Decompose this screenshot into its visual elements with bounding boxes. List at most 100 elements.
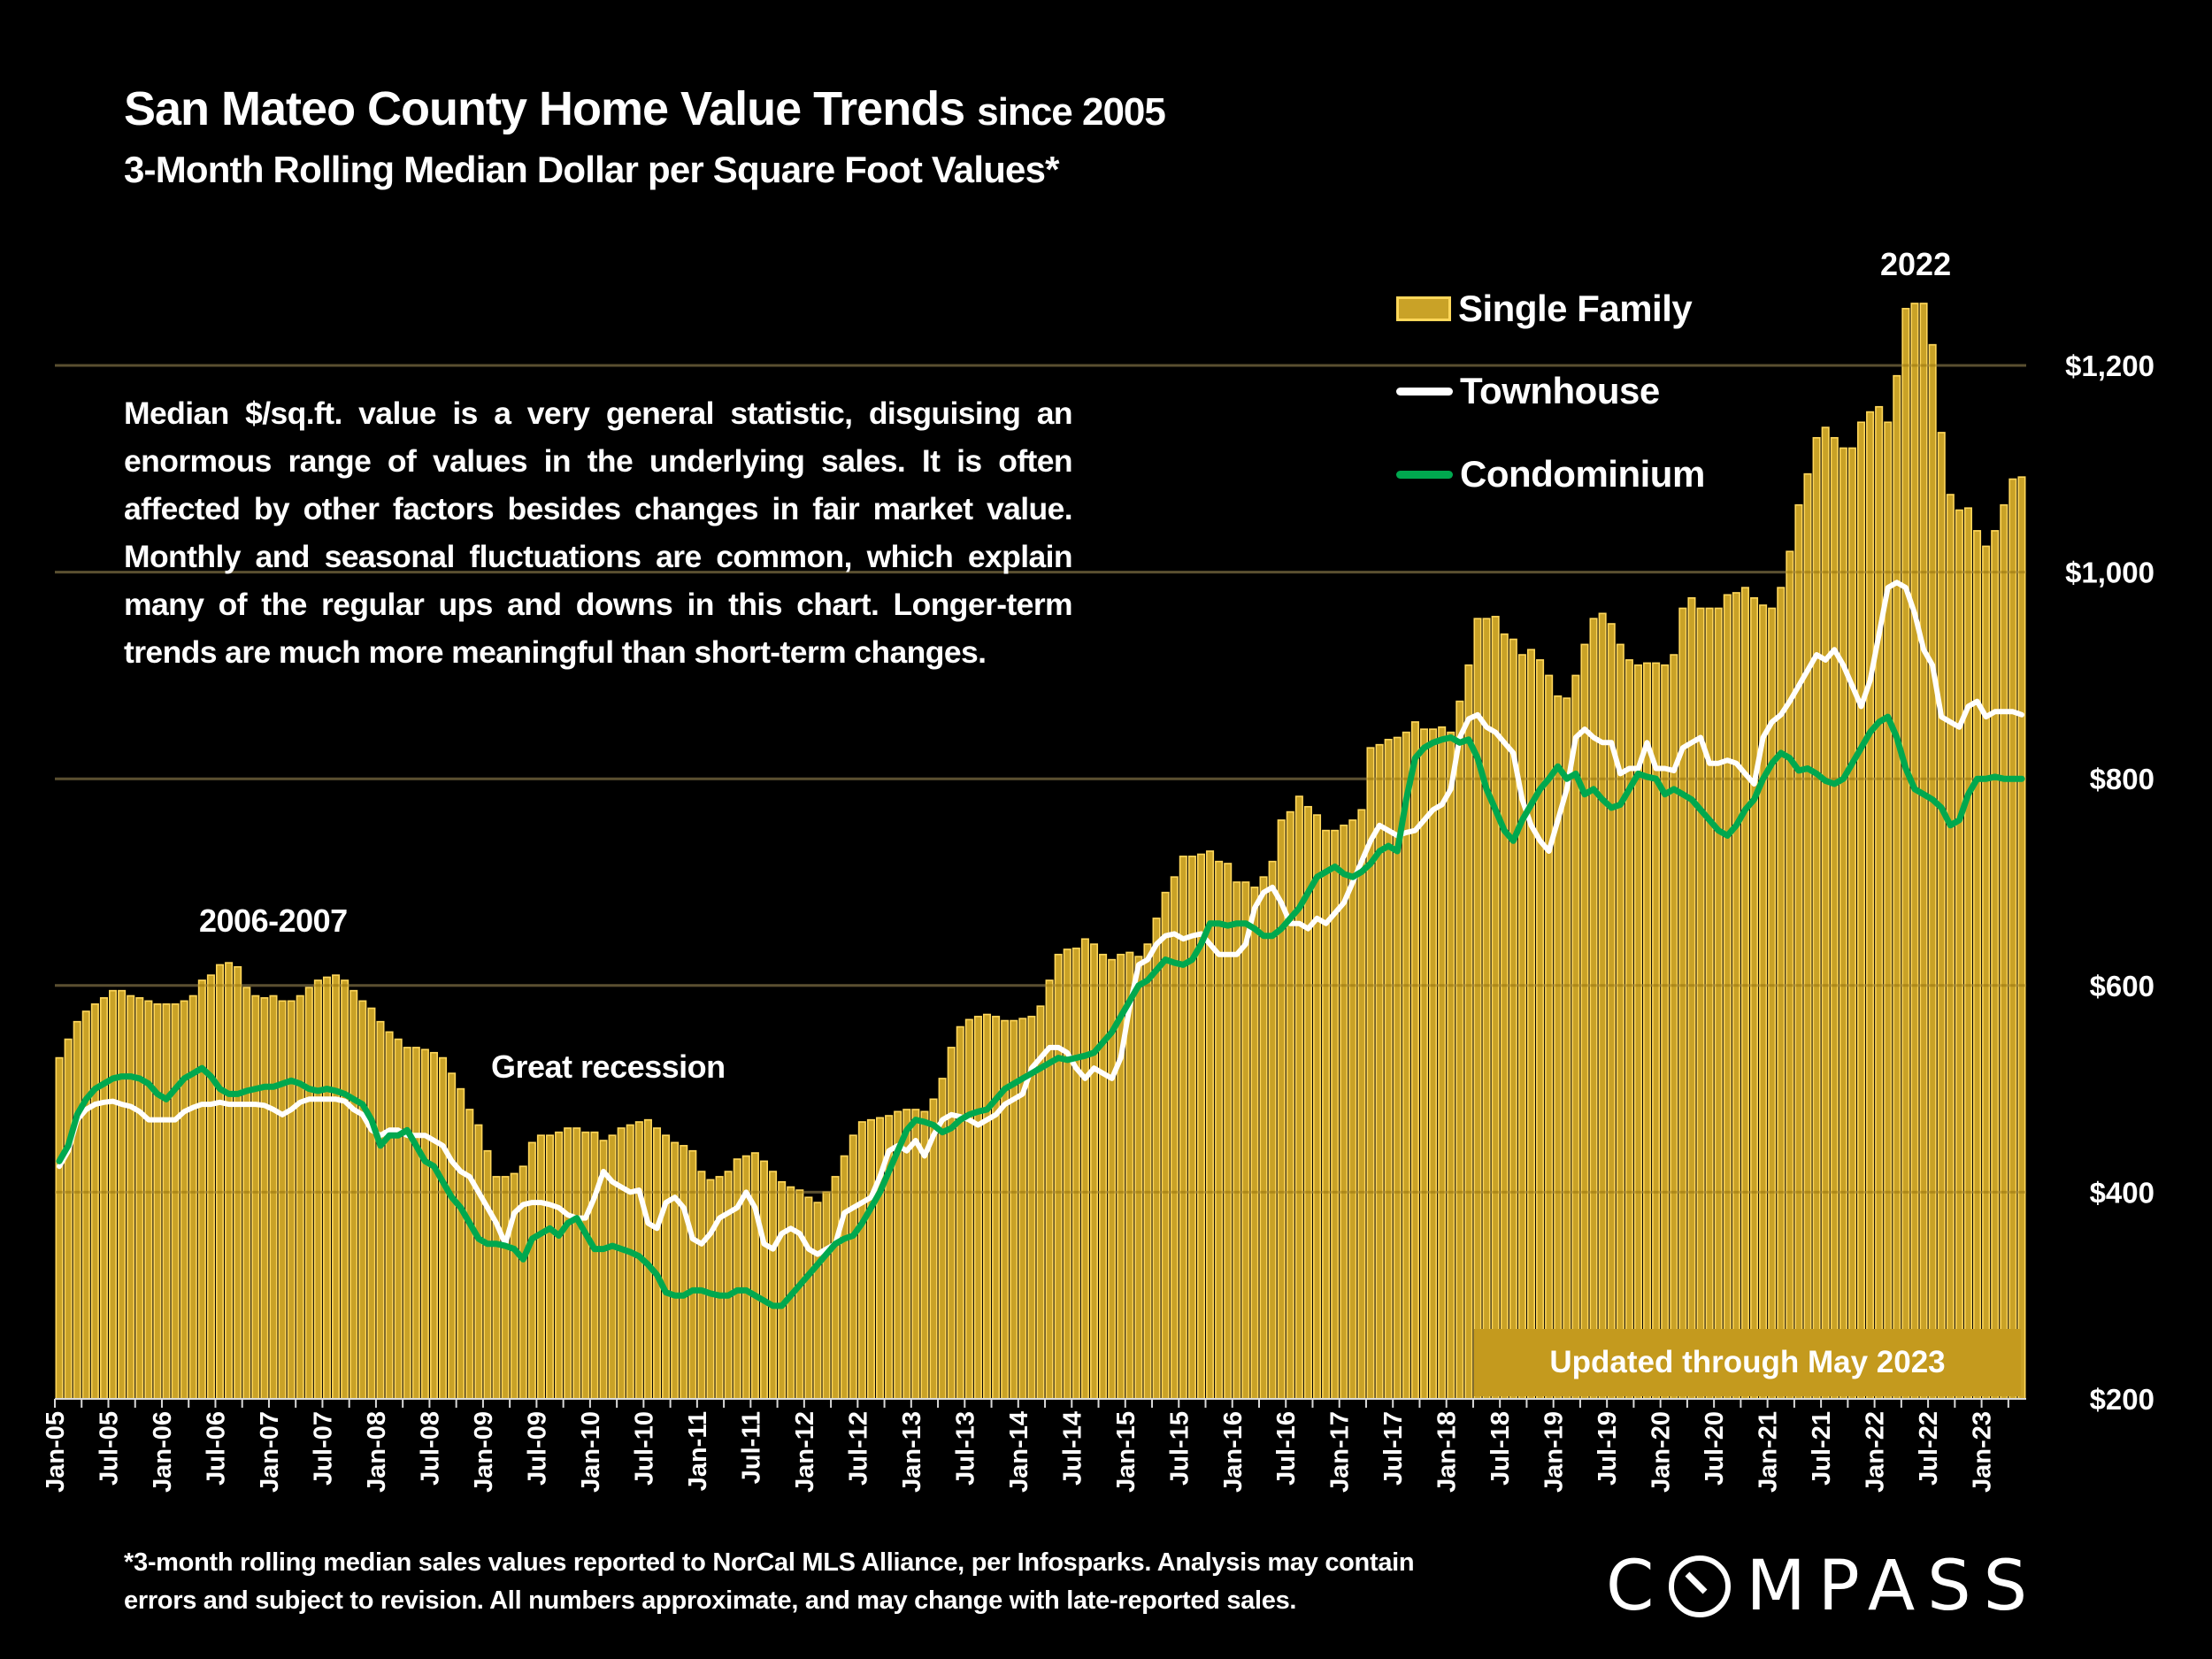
bar-single-family [1526, 649, 1536, 1400]
bar-single-family [1759, 604, 1768, 1400]
bar-single-family [866, 1118, 875, 1400]
chart-title: San Mateo County Home Value Trends since… [124, 81, 1166, 136]
bar-single-family [1901, 307, 1910, 1400]
bar-single-family [876, 1117, 885, 1400]
bar-single-family [403, 1047, 411, 1400]
bar-single-family [804, 1196, 813, 1400]
bar-single-family [982, 1013, 992, 1400]
bar-single-family [1473, 618, 1482, 1400]
legend-label: Condominium [1460, 453, 1705, 495]
bar-single-family [1517, 654, 1526, 1400]
bar-single-family [108, 989, 118, 1400]
series-lines [56, 580, 2025, 1310]
bar-single-family [81, 1010, 90, 1400]
bar-single-family [153, 1003, 162, 1400]
bar-single-family [1884, 421, 1893, 1400]
bar-single-family [697, 1171, 706, 1400]
legend-condominium: Condominium [1396, 453, 1705, 495]
bar-single-family [1375, 743, 1384, 1400]
bar-single-family [385, 1031, 394, 1400]
bar-single-family [581, 1131, 590, 1400]
bar-single-family [536, 1134, 545, 1400]
bar-single-family [394, 1038, 403, 1400]
legend-swatch-line [1396, 387, 1453, 396]
bar-single-family [1429, 728, 1438, 1400]
x-tick-label: Jul-08 [416, 1411, 444, 1486]
bar-single-family [1839, 447, 1847, 1400]
legend-swatch-line [1396, 470, 1453, 479]
bar-single-family [750, 1152, 759, 1400]
bar-single-family [759, 1160, 769, 1400]
bar-single-family [492, 1176, 501, 1400]
bar-single-family [376, 1020, 385, 1400]
bar-single-family [1089, 943, 1099, 1400]
bar-single-family [1447, 731, 1455, 1400]
bar-single-family [1732, 592, 1740, 1400]
bar-single-family [501, 1176, 510, 1400]
bar-single-family [1786, 550, 1794, 1400]
bar-single-family [1812, 436, 1821, 1400]
x-tick-label: Jul-22 [1915, 1411, 1943, 1486]
bar-single-family [572, 1127, 581, 1400]
bar-single-family [188, 995, 197, 1400]
bar-single-family [973, 1016, 982, 1400]
bar-single-family [1973, 530, 1982, 1400]
bar-single-family [1054, 953, 1063, 1400]
line-townhouse [57, 580, 2024, 1257]
legend-swatch-bar [1396, 296, 1451, 321]
bar-single-family [1215, 860, 1224, 1400]
bar-single-family [1134, 956, 1143, 1400]
bar-single-family [1143, 943, 1152, 1400]
bar-single-family [215, 964, 225, 1400]
bar-single-family [795, 1189, 804, 1400]
bar-single-family [1224, 863, 1233, 1400]
bar-single-family [1723, 594, 1732, 1400]
bar-single-family [1554, 695, 1563, 1400]
bar-single-family [144, 1000, 153, 1400]
x-tick-label: Jul-13 [951, 1411, 979, 1486]
bar-single-family [1955, 509, 1963, 1400]
legend-single-family: Single Family [1396, 288, 1693, 330]
x-tick-label: Jul-09 [523, 1411, 551, 1486]
bar-single-family [652, 1127, 662, 1400]
bar-single-family [465, 1109, 474, 1400]
x-tick-label: Jan-10 [577, 1411, 605, 1493]
x-tick-label: Jul-12 [844, 1411, 872, 1486]
x-tick-label: Jul-20 [1701, 1411, 1729, 1486]
bar-single-family [1910, 303, 1919, 1400]
bar-single-family [1357, 809, 1366, 1400]
bar-single-family [1099, 953, 1108, 1400]
footnote-line-1: *3-month rolling median sales values rep… [124, 1548, 1415, 1577]
x-tick-label: Jan-06 [149, 1411, 177, 1493]
bar-single-family [1348, 819, 1357, 1400]
bar-single-family [849, 1134, 857, 1400]
x-tick-label: Jul-05 [95, 1411, 123, 1486]
bar-single-family [688, 1149, 697, 1400]
line-condominium [56, 713, 2025, 1310]
bar-single-family [1714, 607, 1723, 1400]
bar-single-family [769, 1171, 778, 1400]
bar-single-family [555, 1131, 564, 1400]
bar-single-family [1001, 1019, 1010, 1400]
x-axis: Jan-05 Jul-05 Jan-06 Jul-06 Jan-07 Jul-07 Jan-… [42, 1398, 2026, 1493]
bar-single-family [1687, 596, 1696, 1400]
bar-single-family [135, 997, 144, 1400]
compass-logo: C MPASS [1606, 1547, 2040, 1626]
bar-single-family [251, 995, 260, 1400]
title-suffix: since 2005 [977, 90, 1166, 134]
x-tick-label: Jan-19 [1540, 1411, 1569, 1493]
bar-single-family [73, 1020, 81, 1400]
x-tick-label: Jan-12 [791, 1411, 819, 1493]
bar-single-family [225, 962, 234, 1400]
bar-single-family [118, 989, 127, 1400]
bar-single-family [234, 965, 242, 1400]
bar-single-family [448, 1072, 457, 1400]
bar-single-family [1455, 700, 1464, 1400]
bar-single-family [313, 979, 322, 1400]
bar-single-family [1928, 343, 1937, 1400]
bar-single-family [127, 995, 135, 1400]
x-tick-label: Jan-11 [684, 1411, 712, 1491]
bar-single-family [2008, 478, 2017, 1400]
title-main: San Mateo County Home Value Trends [124, 82, 965, 135]
